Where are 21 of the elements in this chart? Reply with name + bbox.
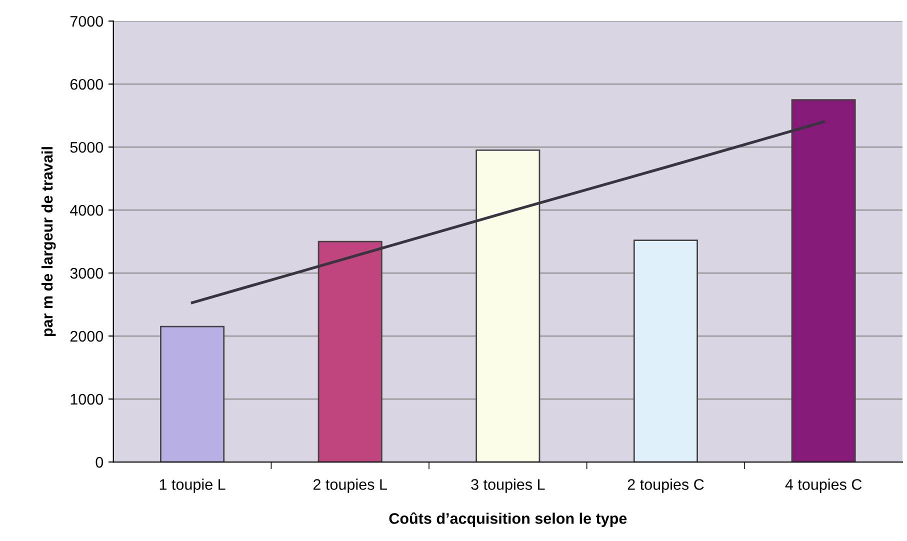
x-tick-label: 4 toupies C	[785, 478, 862, 493]
bar	[476, 150, 540, 462]
x-axis-title: Coûts d’acquisition selon le type	[389, 512, 627, 527]
y-axis-title: par m de largeur de travail	[41, 147, 56, 336]
x-tick-label: 3 toupies L	[471, 478, 545, 493]
y-tick-label: 4000	[70, 204, 104, 216]
line-series	[190, 120, 825, 304]
y-tick-label: 0	[96, 456, 104, 468]
x-tick-label: 2 toupies C	[628, 478, 704, 493]
y-tick-label: 6000	[70, 78, 104, 90]
bar	[160, 326, 225, 462]
x-tick-label: 1 toupie L	[160, 478, 226, 493]
y-tick-label: 7000	[70, 16, 104, 27]
x-tick-label: 2 toupies L	[314, 478, 387, 493]
bar	[633, 240, 698, 462]
y-tick-label: 2000	[70, 330, 104, 342]
y-tick-label: 3000	[70, 268, 104, 279]
bar	[318, 240, 382, 462]
y-tick-label: 5000	[70, 142, 104, 153]
bar	[791, 99, 856, 462]
y-tick-label: 1000	[70, 394, 104, 405]
